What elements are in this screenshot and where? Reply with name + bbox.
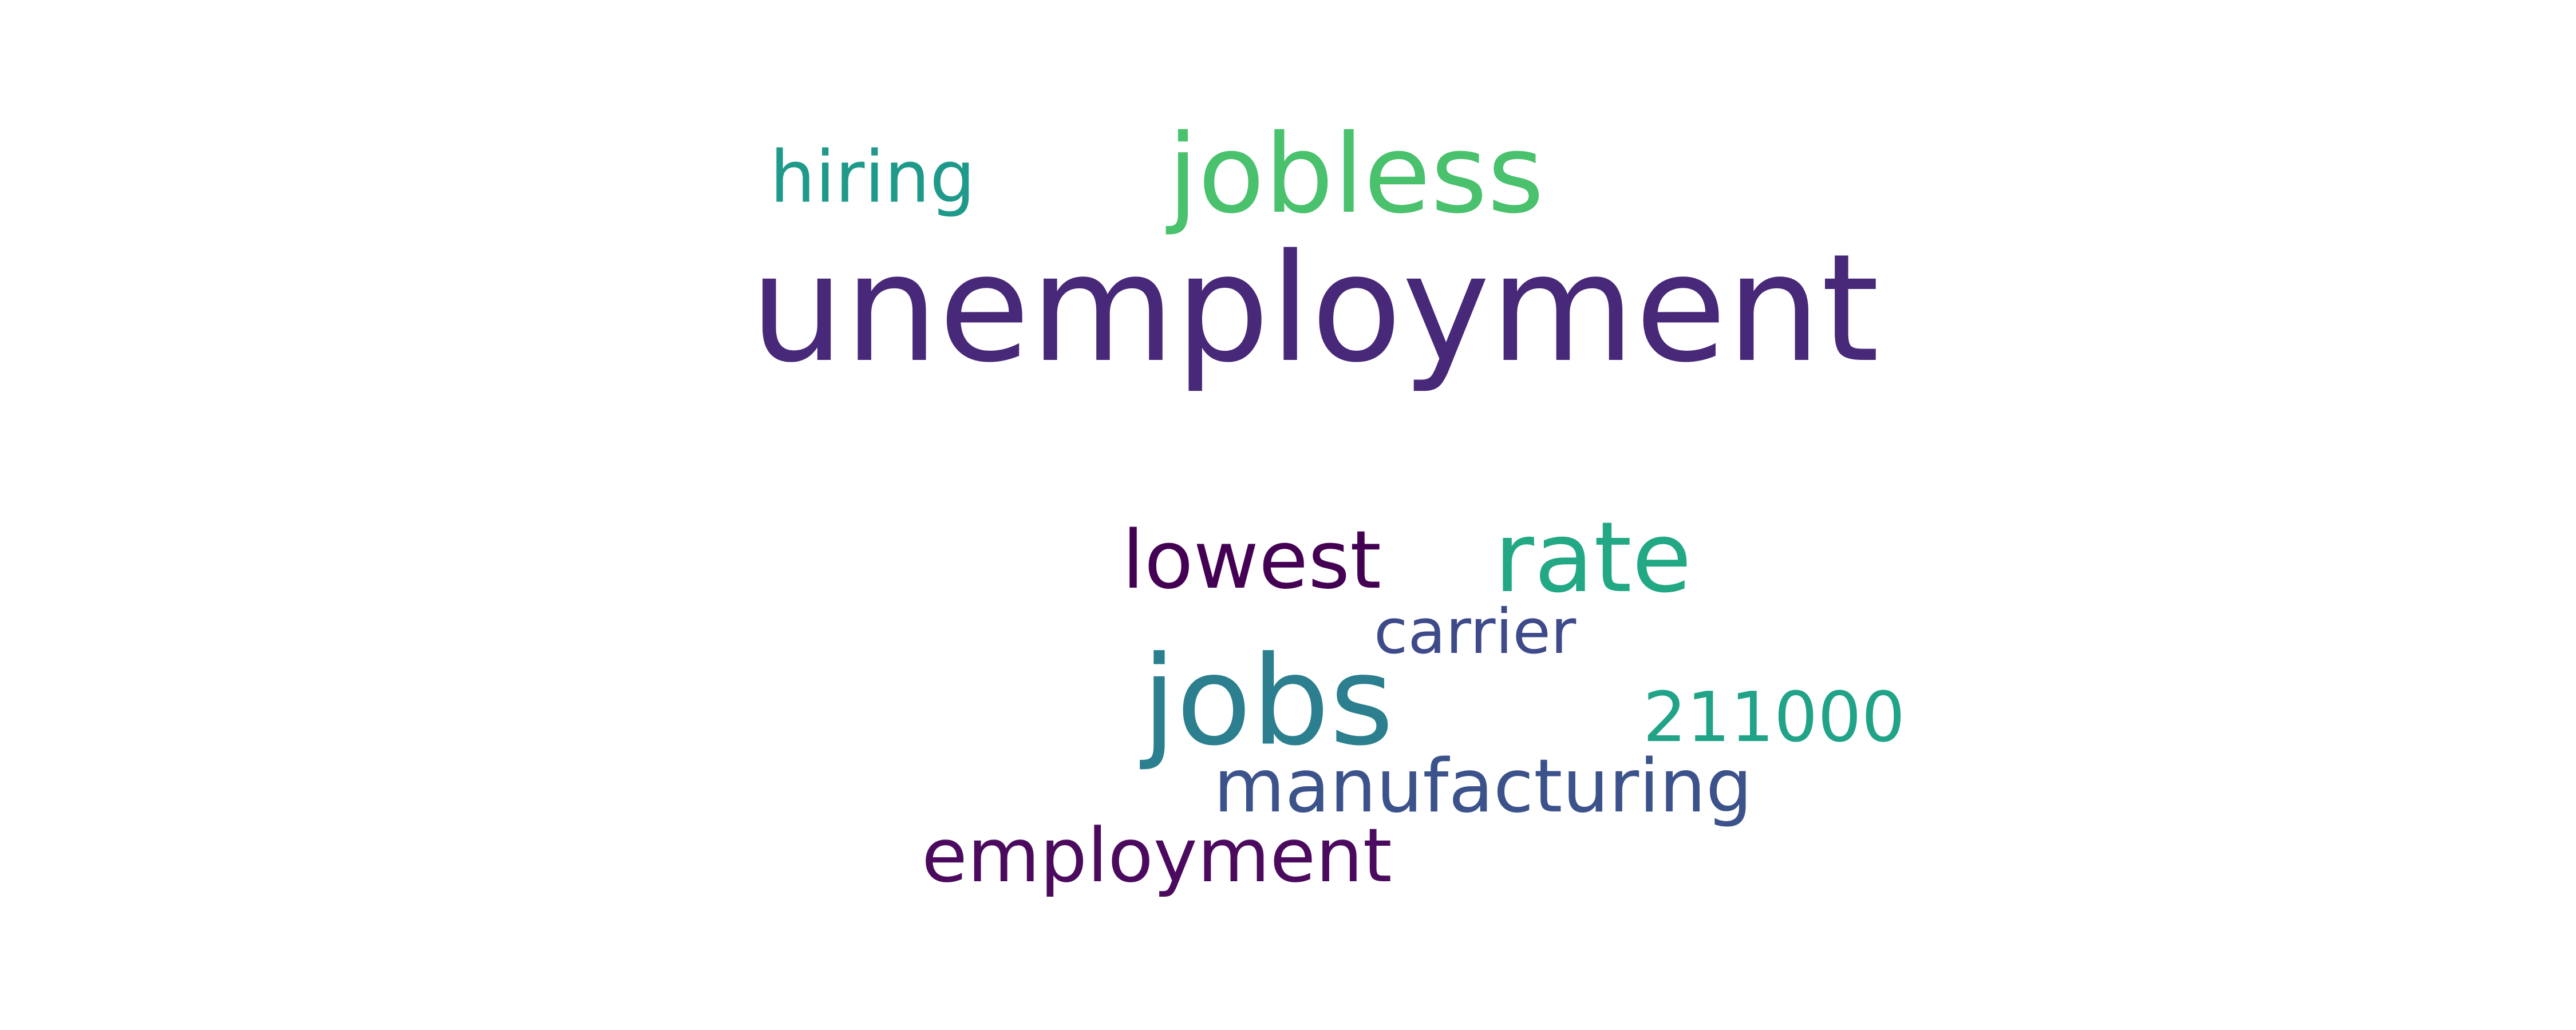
- word-rate: rate: [1494, 501, 1692, 615]
- word-jobless: jobless: [1168, 111, 1544, 237]
- word-carrier: carrier: [1374, 596, 1577, 668]
- word-unemployment: unemployment: [750, 223, 1879, 395]
- word-lowest: lowest: [1122, 514, 1382, 607]
- word-211000: 211000: [1643, 678, 1906, 758]
- word-jobs: jobs: [1142, 629, 1394, 773]
- word-employment: employment: [922, 812, 1392, 899]
- word-hiring: hiring: [770, 136, 975, 219]
- word-manufacturing: manufacturing: [1214, 744, 1753, 829]
